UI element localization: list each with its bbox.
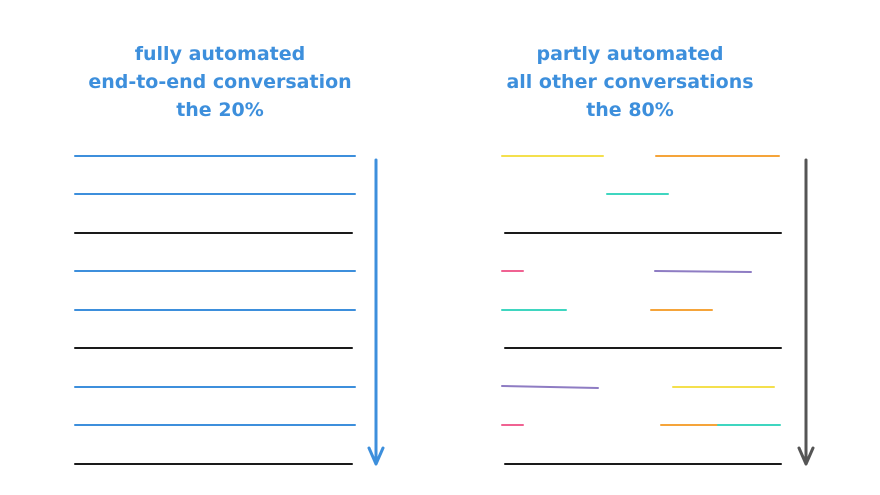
left-title: fully automated end-to-end conversation …: [40, 40, 400, 124]
left-conversation-lines: [74, 155, 356, 465]
right-segment-6-purple: [654, 270, 752, 273]
right-segment-10-purple: [501, 385, 599, 389]
left-arrow-head: [367, 446, 385, 466]
left-title-line-3: the 20%: [176, 99, 264, 121]
right-title-line-2: all other conversations: [506, 71, 754, 93]
left-title-line-1: fully automated: [134, 43, 306, 65]
left-flow-arrow: [367, 158, 385, 466]
right-flow-arrow: [797, 158, 815, 466]
right-title-line-1: partly automated: [536, 43, 724, 65]
right-conversation-lines: [501, 155, 782, 465]
right-arrow-head: [797, 446, 815, 466]
right-title: partly automated all other conversations…: [450, 40, 810, 124]
right-title-line-3: the 80%: [586, 99, 674, 121]
left-title-line-2: end-to-end conversation: [88, 71, 352, 93]
